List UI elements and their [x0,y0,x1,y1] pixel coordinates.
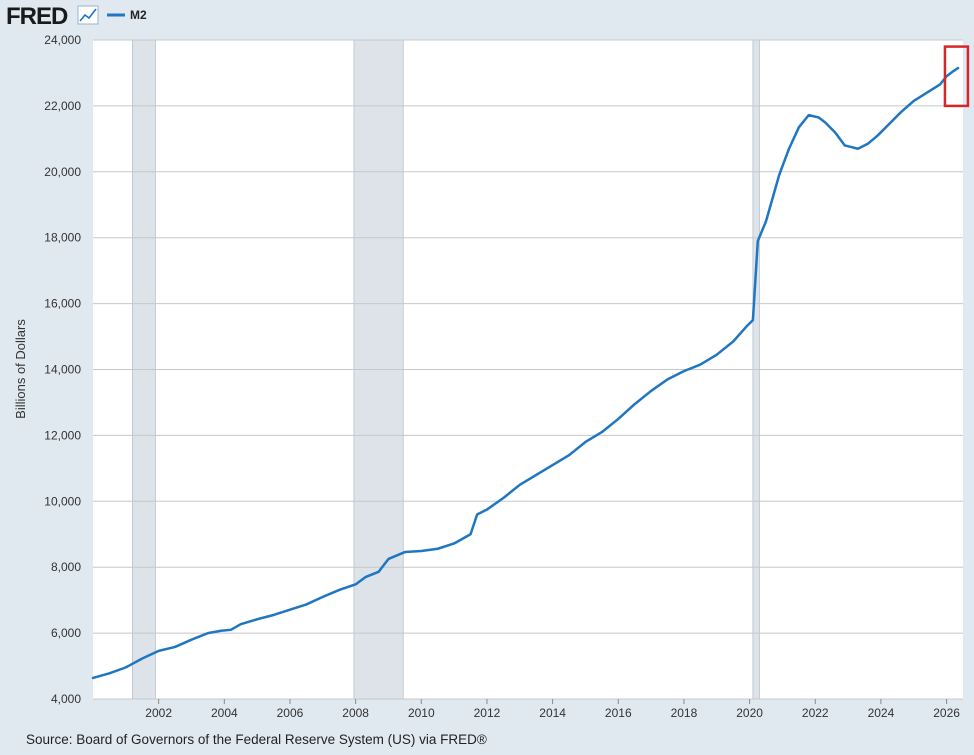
x-tick-label: 2002 [145,706,172,720]
y-tick-label: 12,000 [44,428,81,442]
x-tick-label: 2024 [868,706,895,720]
y-tick-label: 20,000 [44,165,81,179]
y-tick-label: 24,000 [44,33,81,47]
y-tick-label: 10,000 [44,494,81,508]
y-tick-label: 6,000 [51,626,81,640]
y-axis-title: Billions of Dollars [13,319,28,419]
fred-header: FRED M2 [6,3,147,30]
x-tick-label: 2010 [408,706,435,720]
legend-label-m2: M2 [130,8,147,22]
series-line-m2 [91,66,960,680]
y-tick-label: 16,000 [44,297,81,311]
x-tick-label: 2008 [342,706,369,720]
y-tick-label: 8,000 [51,560,81,574]
y-tick-label: 4,000 [51,692,81,706]
y-tick-label: 22,000 [44,99,81,113]
x-tick-label: 2022 [802,706,829,720]
fred-logo: FRED [6,3,68,30]
x-tick-label: 2016 [605,706,632,720]
x-tick-label: 2014 [539,706,566,720]
x-tick-label: 2018 [671,706,698,720]
y-axis-ticks: 4,000 6,000 8,000 10,000 12,000 14,000 16,000 1… [44,33,81,706]
x-tick-label: 2012 [474,706,501,720]
y-tick-label: 18,000 [44,231,81,245]
x-tick-label: 2026 [933,706,960,720]
x-tick-label: 2020 [736,706,763,720]
source-text: Source: Board of Governors of the Federa… [26,732,487,747]
x-tick-label: 2006 [277,706,304,720]
trend-line-icon [77,5,99,25]
y-tick-label: 14,000 [44,363,81,377]
x-tick-label: 2004 [211,706,238,720]
legend: M2 [107,8,147,22]
x-axis-ticks: 2002 2004 2006 2008 2010 2012 2014 2016 2018 2020… [145,699,960,720]
highlight-box [943,45,970,108]
gridlines [93,39,963,700]
